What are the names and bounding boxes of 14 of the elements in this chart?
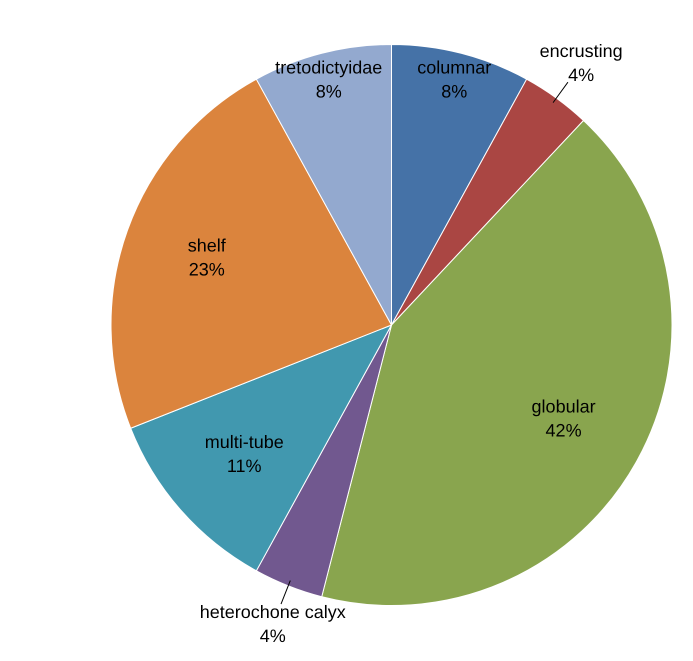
data-label: 8%	[441, 81, 468, 102]
data-label: 42%	[546, 420, 582, 441]
data-label: 4%	[568, 65, 594, 85]
slice-label: shelf	[188, 235, 227, 256]
data-label: 11%	[226, 456, 262, 476]
data-label: 23%	[188, 259, 225, 280]
data-label: 8%	[316, 81, 342, 102]
slice-label: heterochone calyx	[200, 602, 346, 622]
slice-label: columnar	[417, 57, 492, 78]
slice-label: globular	[532, 396, 596, 417]
data-label: 4%	[260, 626, 286, 646]
slice-label: multi-tube	[204, 432, 284, 452]
slice-label: encrusting	[540, 41, 623, 61]
slice-label: tretodictyidae	[275, 57, 382, 78]
